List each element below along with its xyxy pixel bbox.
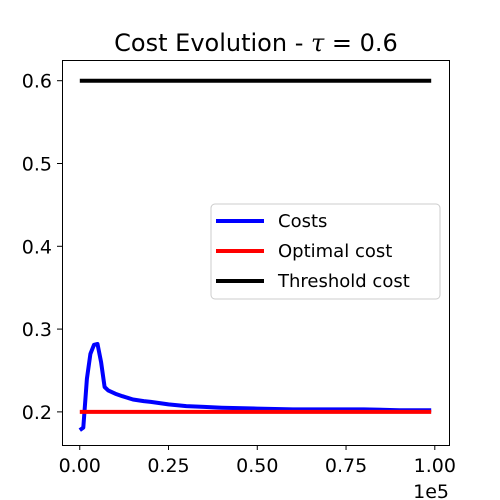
chart-title-suffix: = 0.6 bbox=[324, 29, 398, 57]
axis-layer: 0.00 0.25 0.50 0.75 1.00 0.2 0.3 0.4 0.5 0.6 bbox=[22, 71, 456, 477]
chart-title-prefix: Cost Evolution - bbox=[114, 29, 311, 57]
x-tick-label: 0.50 bbox=[236, 455, 278, 477]
x-offset-label: 1e5 bbox=[413, 481, 449, 500]
series-line-0 bbox=[78, 342, 432, 432]
legend-box bbox=[210, 203, 441, 300]
y-tick-label: 0.4 bbox=[22, 236, 52, 258]
chart-title-symbol: τ bbox=[311, 29, 325, 57]
x-tick-label: 1.00 bbox=[414, 455, 456, 477]
x-tick-label: 0.75 bbox=[325, 455, 367, 477]
legend-label-2: Threshold cost bbox=[277, 271, 410, 292]
legend: Costs Optimal cost Threshold cost bbox=[210, 203, 441, 300]
y-tick-label: 0.2 bbox=[22, 402, 52, 424]
x-tick-label: 0.25 bbox=[147, 455, 189, 477]
x-tick-label: 0.00 bbox=[59, 455, 101, 477]
y-tick-label: 0.6 bbox=[22, 71, 52, 93]
chart-title: Cost Evolution - τ = 0.6 bbox=[114, 29, 398, 57]
series-layer bbox=[78, 78, 432, 432]
y-tick-label: 0.3 bbox=[22, 319, 52, 341]
plot-frame bbox=[62, 60, 450, 446]
legend-label-1: Optimal cost bbox=[278, 241, 392, 262]
legend-label-0: Costs bbox=[278, 211, 327, 232]
y-tick-label: 0.5 bbox=[22, 153, 52, 175]
